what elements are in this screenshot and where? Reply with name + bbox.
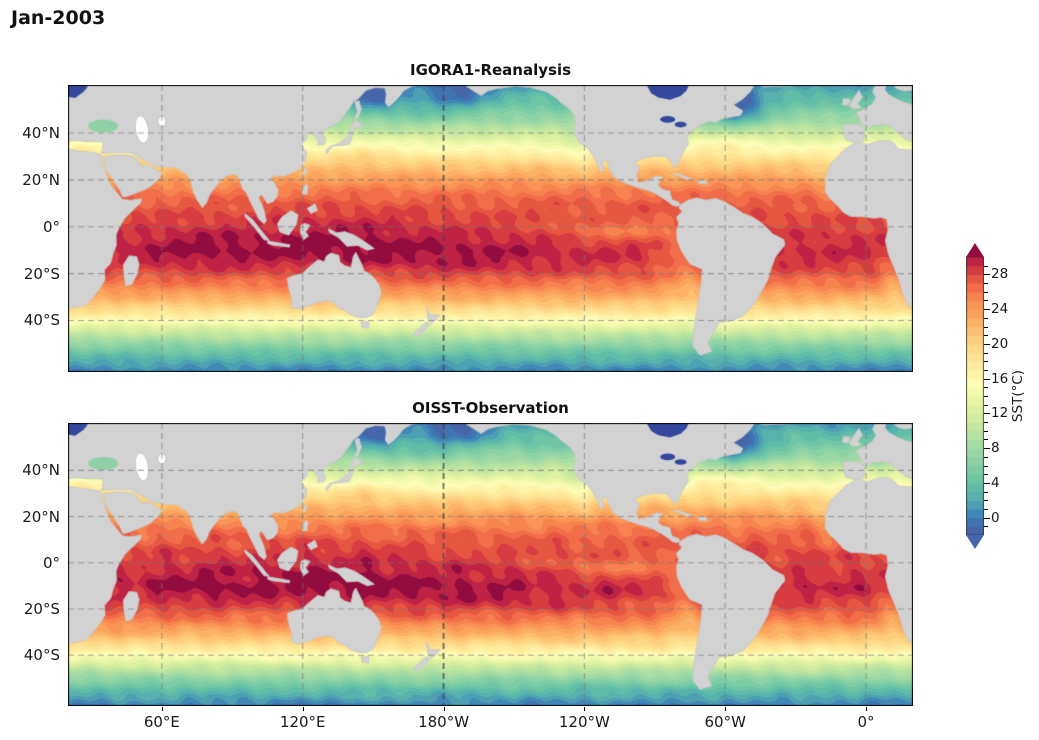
x-tick-label: 60°W xyxy=(704,713,746,731)
map-panel-igora1-reanalysis xyxy=(68,85,913,372)
x-tick-label: 180°W xyxy=(418,713,470,731)
colorbar-tick-label: 16 xyxy=(991,370,1009,387)
colorbar-major-tick xyxy=(984,482,990,484)
y-tick-label: 40°N xyxy=(22,124,60,143)
colorbar-minor-tick xyxy=(984,265,988,267)
colorbar-tick-label: 20 xyxy=(991,335,1009,352)
y-tick-label: 20°N xyxy=(22,170,60,189)
colorbar xyxy=(966,257,984,535)
colorbar-extend-max-arrow-icon xyxy=(966,243,984,257)
y-tick-label: 0° xyxy=(42,553,60,572)
colorbar-minor-tick xyxy=(984,526,988,528)
colorbar-tick-label: 24 xyxy=(991,301,1009,318)
colorbar-major-tick xyxy=(984,378,990,380)
colorbar-minor-tick xyxy=(984,508,988,510)
y-tick-label: 40°S xyxy=(23,311,60,330)
colorbar-minor-tick xyxy=(984,317,988,319)
y-tick-label: 20°N xyxy=(22,507,60,526)
x-tick-mark xyxy=(302,707,304,711)
x-tick-label: 120°E xyxy=(279,713,326,731)
colorbar-minor-tick xyxy=(984,491,988,493)
figure-title: Jan-2003 xyxy=(11,7,106,29)
colorbar-minor-tick xyxy=(984,465,988,467)
colorbar-minor-tick xyxy=(984,335,988,337)
colorbar-major-tick xyxy=(984,448,990,450)
colorbar-tick-label: 0 xyxy=(991,509,1000,526)
x-tick-mark xyxy=(443,707,445,711)
colorbar-label: SST(°C) xyxy=(1010,369,1026,423)
colorbar-major-tick xyxy=(984,517,990,519)
colorbar-minor-tick xyxy=(984,500,988,502)
map-panel-oisst-observation xyxy=(68,423,913,706)
x-tick-label: 0° xyxy=(857,713,875,731)
x-tick-mark xyxy=(725,707,727,711)
colorbar-minor-tick xyxy=(984,283,988,285)
colorbar-major-tick xyxy=(984,343,990,345)
y-tick-label: 0° xyxy=(42,217,60,236)
y-tick-label: 20°S xyxy=(23,599,60,618)
colorbar-extend-min-arrow-icon xyxy=(966,535,984,549)
panel1-title: IGORA1-Reanalysis xyxy=(409,61,572,79)
y-tick-label: 40°S xyxy=(23,646,60,665)
y-tick-label: 20°S xyxy=(23,264,60,283)
colorbar-minor-tick xyxy=(984,361,988,363)
colorbar-tick-label: 28 xyxy=(991,266,1009,283)
x-tick-label: 120°W xyxy=(558,713,610,731)
colorbar-minor-tick xyxy=(984,352,988,354)
colorbar-major-tick xyxy=(984,274,990,276)
colorbar-minor-tick xyxy=(984,396,988,397)
colorbar-minor-tick xyxy=(984,369,988,371)
y-tick-label: 40°N xyxy=(22,461,60,480)
x-tick-mark xyxy=(584,707,586,711)
colorbar-major-tick xyxy=(984,413,990,415)
colorbar-minor-tick xyxy=(984,474,988,476)
x-tick-mark xyxy=(161,707,163,711)
colorbar-major-tick xyxy=(984,309,990,311)
colorbar-minor-tick xyxy=(984,404,988,406)
colorbar-tick-label: 8 xyxy=(991,440,1000,457)
colorbar-minor-tick xyxy=(984,439,988,441)
colorbar-minor-tick xyxy=(984,422,988,424)
colorbar-minor-tick xyxy=(984,456,988,458)
panel2-title: OISST-Observation xyxy=(412,399,569,417)
colorbar-minor-tick xyxy=(984,387,988,389)
x-tick-label: 60°E xyxy=(143,713,180,731)
colorbar-tick-label: 12 xyxy=(991,405,1009,422)
x-tick-mark xyxy=(866,707,868,711)
colorbar-minor-tick xyxy=(984,300,988,302)
colorbar-minor-tick xyxy=(984,430,988,432)
colorbar-tick-label: 4 xyxy=(991,474,1000,491)
colorbar-minor-tick xyxy=(984,326,988,328)
colorbar-minor-tick xyxy=(984,291,988,293)
